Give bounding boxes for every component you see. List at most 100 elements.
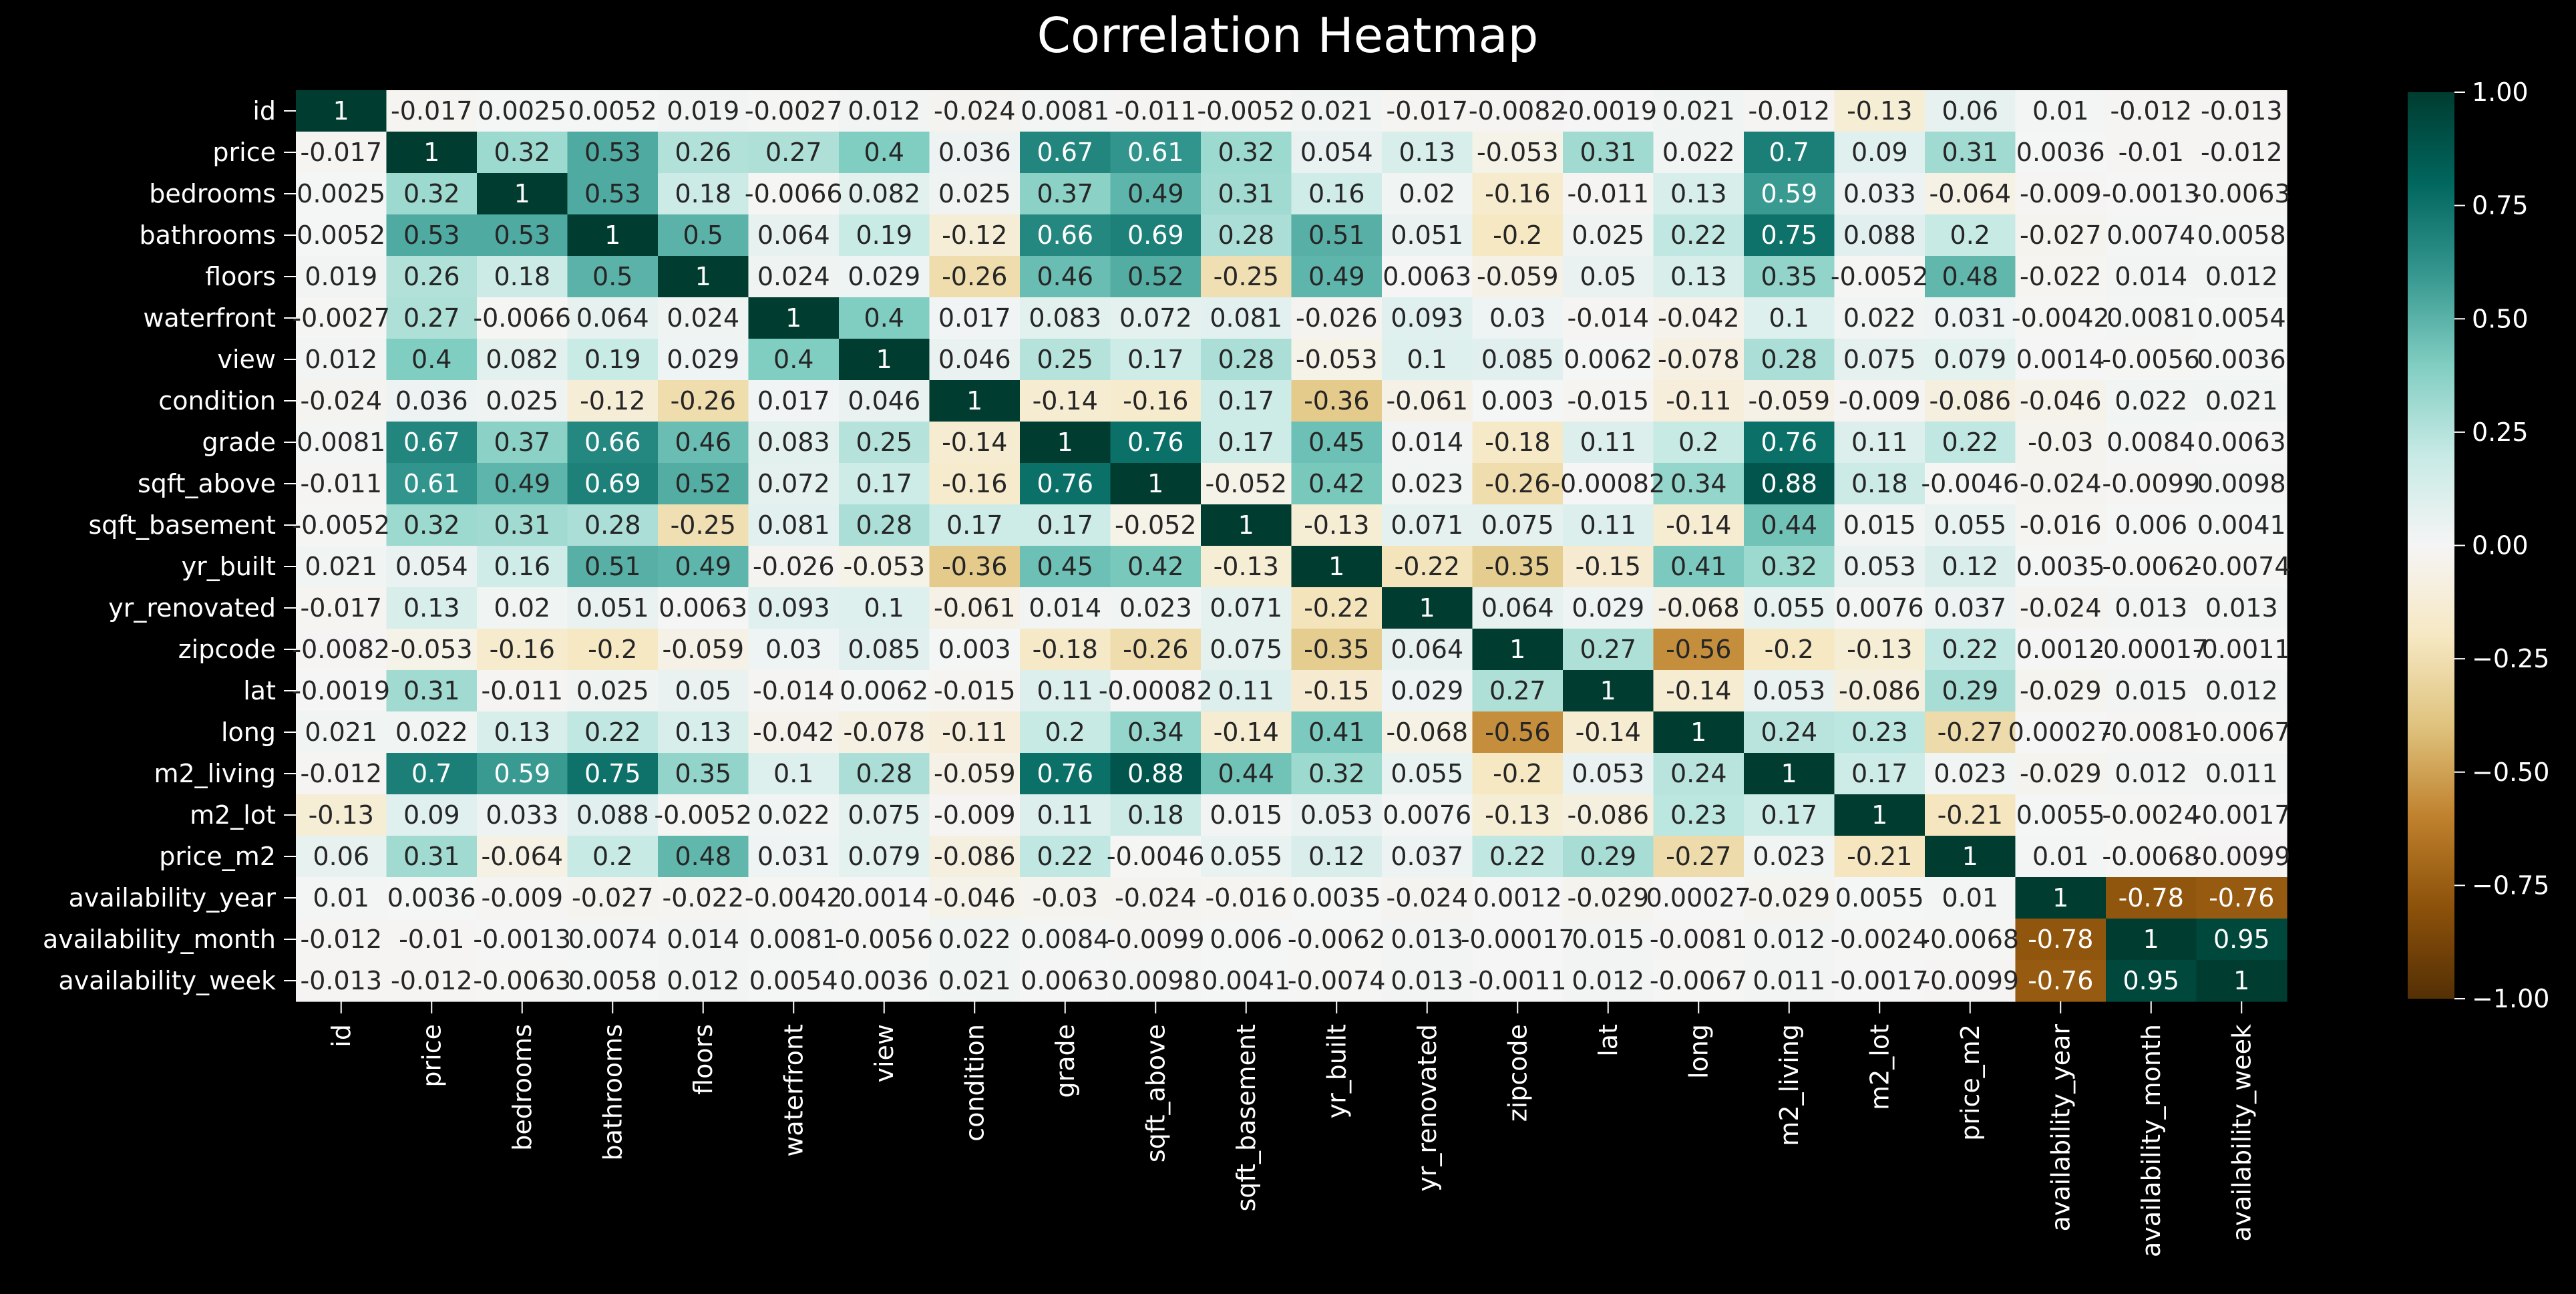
heatmap-cell — [567, 836, 659, 878]
heatmap-cell — [1925, 546, 2016, 588]
heatmap-cell — [1291, 753, 1383, 795]
cell-value-label: 0.013 — [2205, 593, 2278, 623]
heatmap-cell — [2106, 670, 2197, 712]
heatmap-cell — [658, 256, 749, 298]
heatmap-cell — [1020, 256, 1111, 298]
x-tick-label: zipcode — [1503, 1024, 1532, 1122]
heatmap-cell — [929, 670, 1021, 712]
heatmap-cell — [477, 214, 568, 257]
cell-value-label: -0.011 — [1115, 96, 1197, 126]
heatmap-cell — [567, 711, 659, 754]
cell-value-label: -0.0099 — [1921, 966, 2019, 995]
heatmap-cell — [386, 90, 478, 132]
heatmap-cell — [1925, 629, 2016, 671]
cell-value-label: -0.13 — [309, 800, 374, 830]
cell-value-label: -0.0099 — [2102, 469, 2200, 498]
cell-value-label: 0.17 — [1127, 345, 1184, 374]
heatmap-cell — [2106, 794, 2197, 836]
cell-value-label: -0.22 — [1395, 552, 1460, 581]
cell-value-label: 0.18 — [1851, 469, 1908, 498]
heatmap-cell — [1020, 753, 1111, 795]
cell-value-label: 0.31 — [1580, 138, 1636, 167]
heatmap-cell — [1020, 836, 1111, 878]
heatmap-cell — [2106, 504, 2197, 546]
cell-value-label: 0.0055 — [1835, 883, 1924, 913]
x-tick-label: bathrooms — [598, 1024, 627, 1161]
heatmap-cell — [1291, 422, 1383, 464]
cell-value-label: 0.31 — [403, 676, 460, 705]
heatmap-cell — [1925, 670, 2016, 712]
heatmap-cell — [1563, 463, 1654, 505]
heatmap-cell — [477, 794, 568, 836]
heatmap-cell — [1020, 504, 1111, 546]
heatmap-cell — [658, 960, 749, 1002]
heatmap-cell — [1382, 132, 1473, 174]
y-tick-label: m2_lot — [190, 800, 276, 830]
heatmap-cell — [2015, 256, 2106, 298]
heatmap-cell — [1110, 422, 1202, 464]
heatmap-cell — [296, 794, 387, 836]
heatmap-cell — [1653, 256, 1744, 298]
cell-value-label: -0.03 — [1033, 883, 1098, 913]
cell-value-label: 0.0062 — [1563, 345, 1652, 374]
cell-value-label: -0.15 — [1304, 676, 1369, 705]
cell-value-label: -0.0099 — [1107, 925, 1205, 954]
heatmap-cell — [839, 711, 930, 754]
x-tick-label: availability_month — [2137, 1024, 2166, 1257]
heatmap-cell — [296, 546, 387, 588]
cell-value-label: -0.78 — [2119, 883, 2184, 913]
heatmap-cell — [477, 256, 568, 298]
y-tick-label: m2_living — [154, 759, 276, 788]
heatmap-cell — [2196, 836, 2287, 878]
cell-value-label: 0.17 — [1851, 759, 1908, 788]
heatmap-cell — [748, 422, 840, 464]
heatmap-cell — [477, 90, 568, 132]
cell-value-label: 0.29 — [1580, 842, 1636, 871]
cell-value-label: 0.53 — [403, 220, 460, 250]
heatmap-cell — [1020, 339, 1111, 381]
heatmap-cell — [2106, 90, 2197, 132]
cell-value-label: -0.14 — [1576, 717, 1641, 747]
heatmap-cell — [477, 132, 568, 174]
heatmap-cell — [1472, 173, 1563, 215]
heatmap-cell — [2015, 711, 2106, 754]
cell-value-label: 1 — [1238, 510, 1254, 540]
cell-value-label: -0.25 — [1214, 262, 1279, 291]
cell-value-label: -0.011 — [482, 676, 564, 705]
y-tick-label: availability_year — [69, 883, 277, 913]
cell-value-label: 0.51 — [584, 552, 641, 581]
cell-value-label: -0.0027 — [292, 303, 390, 333]
heatmap-cell — [1201, 132, 1292, 174]
heatmap-cell — [1472, 256, 1563, 298]
cell-value-label: -0.56 — [1666, 635, 1731, 664]
cell-value-label: -0.0068 — [1921, 925, 2019, 954]
y-tick-label: availability_week — [59, 966, 277, 995]
heatmap-cell — [386, 422, 478, 464]
cell-value-label: -0.024 — [934, 96, 1016, 126]
heatmap-cell — [1744, 422, 1835, 464]
cell-value-label: -0.2 — [588, 635, 637, 664]
heatmap-cell — [1653, 380, 1744, 422]
cell-value-label: 0.093 — [1391, 303, 1463, 333]
cell-value-label: 0.036 — [395, 386, 468, 416]
heatmap-cell — [1472, 753, 1563, 795]
x-tick-label: bedrooms — [508, 1024, 537, 1151]
cell-value-label: -0.0066 — [473, 303, 571, 333]
cell-value-label: 0.49 — [494, 469, 550, 498]
cell-value-label: -0.0082 — [1469, 96, 1567, 126]
cell-value-label: 0.28 — [1218, 345, 1274, 374]
cell-value-label: -0.13 — [1214, 552, 1279, 581]
heatmap-cell — [1744, 214, 1835, 257]
heatmap-cell — [839, 339, 930, 381]
heatmap-cell — [748, 836, 840, 878]
cell-value-label: 0.32 — [1761, 552, 1817, 581]
heatmap-cell — [1382, 960, 1473, 1002]
cell-value-label: -0.0066 — [745, 179, 843, 208]
heatmap-cell — [1563, 214, 1654, 257]
heatmap-cell — [839, 836, 930, 878]
cell-value-label: 0.05 — [1580, 262, 1636, 291]
cell-value-label: -0.0024 — [1831, 925, 1929, 954]
x-tick-label: m2_living — [1775, 1024, 1804, 1146]
cell-value-label: -0.0081 — [2102, 717, 2200, 747]
cell-value-label: 0.051 — [576, 593, 649, 623]
